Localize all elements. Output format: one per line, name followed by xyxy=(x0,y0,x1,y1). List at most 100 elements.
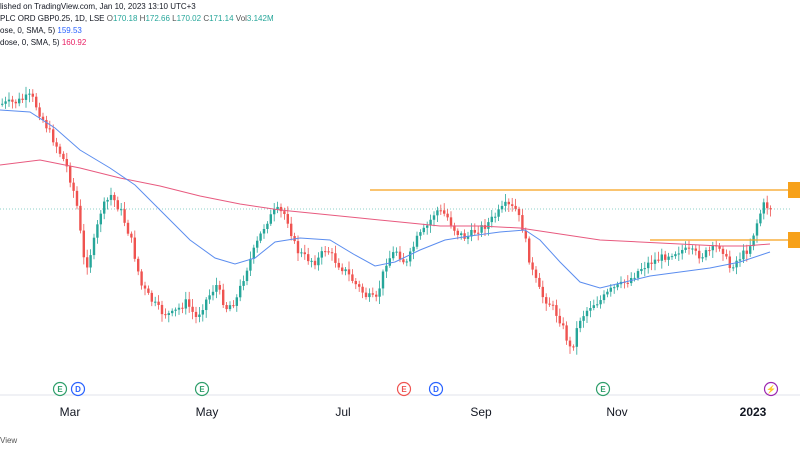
open-value: 170.18 xyxy=(112,14,138,23)
candle-body-192 xyxy=(653,259,657,264)
candle-body-123 xyxy=(419,232,422,236)
candle-body-85 xyxy=(290,223,293,237)
candle-body-43 xyxy=(147,288,150,293)
candle-body-76 xyxy=(259,233,262,241)
candle-body-161 xyxy=(548,303,551,305)
candle-body-158 xyxy=(538,277,541,287)
candle-body-222 xyxy=(755,223,759,236)
candle-body-101 xyxy=(344,269,347,272)
time-axis-label-2023: 2023 xyxy=(740,405,767,419)
earnings-marker-6: E xyxy=(595,381,611,397)
candle-body-217 xyxy=(738,259,742,261)
candle-body-27 xyxy=(92,237,96,256)
candle-body-58 xyxy=(198,314,201,318)
split-marker-letter-7: ⚡ xyxy=(766,384,776,394)
candle-body-149 xyxy=(507,201,510,205)
candle-body-127 xyxy=(432,215,436,220)
candle-body-36 xyxy=(123,209,126,223)
candle-body-117 xyxy=(398,251,402,260)
candle-body-147 xyxy=(500,205,504,210)
candle-body-45 xyxy=(154,301,157,303)
ma-slow-value: 160.92 xyxy=(61,38,87,47)
published-text: lished on TradingView.com, Jan 10, 2023 … xyxy=(0,2,196,11)
candle-body-150 xyxy=(511,204,514,206)
candle-body-112 xyxy=(381,271,385,289)
candle-body-132 xyxy=(449,217,453,226)
earnings-marker-circle-6 xyxy=(595,381,611,397)
candle-body-35 xyxy=(120,209,123,211)
candle-body-60 xyxy=(205,299,208,311)
candle-body-211 xyxy=(718,246,721,249)
ma-fast-value: 159.53 xyxy=(57,26,82,35)
candle-body-82 xyxy=(279,206,283,212)
candle-body-153 xyxy=(521,215,524,231)
candle-body-195 xyxy=(664,254,667,260)
candle-body-154 xyxy=(524,230,527,239)
candle-body-83 xyxy=(283,211,286,215)
candle-body-22 xyxy=(75,190,79,206)
candle-body-24 xyxy=(82,230,85,258)
candle-body-121 xyxy=(412,246,415,252)
close-label: C xyxy=(203,14,210,23)
candle-body-145 xyxy=(494,216,497,218)
candle-body-69 xyxy=(235,297,238,306)
candle-body-100 xyxy=(341,267,344,272)
time-axis-label-may: May xyxy=(196,405,219,419)
candle-body-92 xyxy=(313,260,317,266)
candle-body-110 xyxy=(375,294,378,297)
candle-body-68 xyxy=(232,305,235,307)
candle-body-224 xyxy=(762,202,765,214)
candle-body-216 xyxy=(735,260,738,268)
candles-group xyxy=(1,86,772,355)
candle-body-225 xyxy=(766,202,769,209)
level-tag-1 xyxy=(788,182,800,198)
chart-header: lished on TradingView.com, Jan 10, 2023 … xyxy=(0,0,790,48)
candle-body-26 xyxy=(89,255,92,268)
candle-body-188 xyxy=(640,268,643,272)
candle-body-131 xyxy=(446,213,449,218)
candle-body-125 xyxy=(426,225,429,228)
candle-body-186 xyxy=(633,277,636,279)
candle-body-104 xyxy=(354,280,357,285)
ma-slow-legend: dose, 0, SMA, 5) 160.92 xyxy=(0,36,790,48)
earnings-marker-letter-1: E xyxy=(57,385,63,394)
candle-body-29 xyxy=(99,213,102,225)
candle-body-128 xyxy=(436,210,439,216)
candle-body-226 xyxy=(769,208,772,210)
candle-body-215 xyxy=(732,267,735,269)
candle-body-156 xyxy=(531,262,534,270)
candle-body-213 xyxy=(725,253,728,257)
candle-body-209 xyxy=(711,245,714,251)
candle-body-38 xyxy=(130,233,133,238)
low-label: L xyxy=(172,14,177,23)
candle-body-151 xyxy=(514,205,517,209)
candle-body-165 xyxy=(562,323,565,326)
candle-body-91 xyxy=(310,260,313,262)
ma-fast-label: ose, 0, SMA, 5) xyxy=(0,26,56,35)
candle-body-166 xyxy=(565,325,568,341)
earnings-marker-circle-1 xyxy=(52,381,68,397)
candle-body-201 xyxy=(684,247,687,250)
candle-body-193 xyxy=(657,259,660,261)
candle-body-84 xyxy=(286,214,289,224)
candle-body-0 xyxy=(1,103,4,105)
volume-value: 3.142M xyxy=(246,14,274,23)
footer: View xyxy=(0,436,17,445)
candle-body-179 xyxy=(609,287,612,292)
candle-body-75 xyxy=(256,240,259,248)
level-tag-2 xyxy=(788,232,800,248)
candle-body-13 xyxy=(45,119,48,129)
ma-fast-legend: ose, 0, SMA, 5) 159.53 xyxy=(0,24,790,36)
candle-body-174 xyxy=(592,305,595,309)
time-axis-label-sep: Sep xyxy=(470,405,492,419)
dividend-marker-letter-5: D xyxy=(433,385,439,394)
candle-body-187 xyxy=(636,271,640,278)
candle-body-44 xyxy=(150,292,153,302)
low-value: 170.02 xyxy=(176,14,202,23)
candle-body-219 xyxy=(745,250,748,254)
candle-body-89 xyxy=(303,252,306,255)
candle-body-167 xyxy=(568,340,572,347)
earnings-marker-circle-4 xyxy=(396,381,412,397)
candle-body-67 xyxy=(228,305,232,310)
